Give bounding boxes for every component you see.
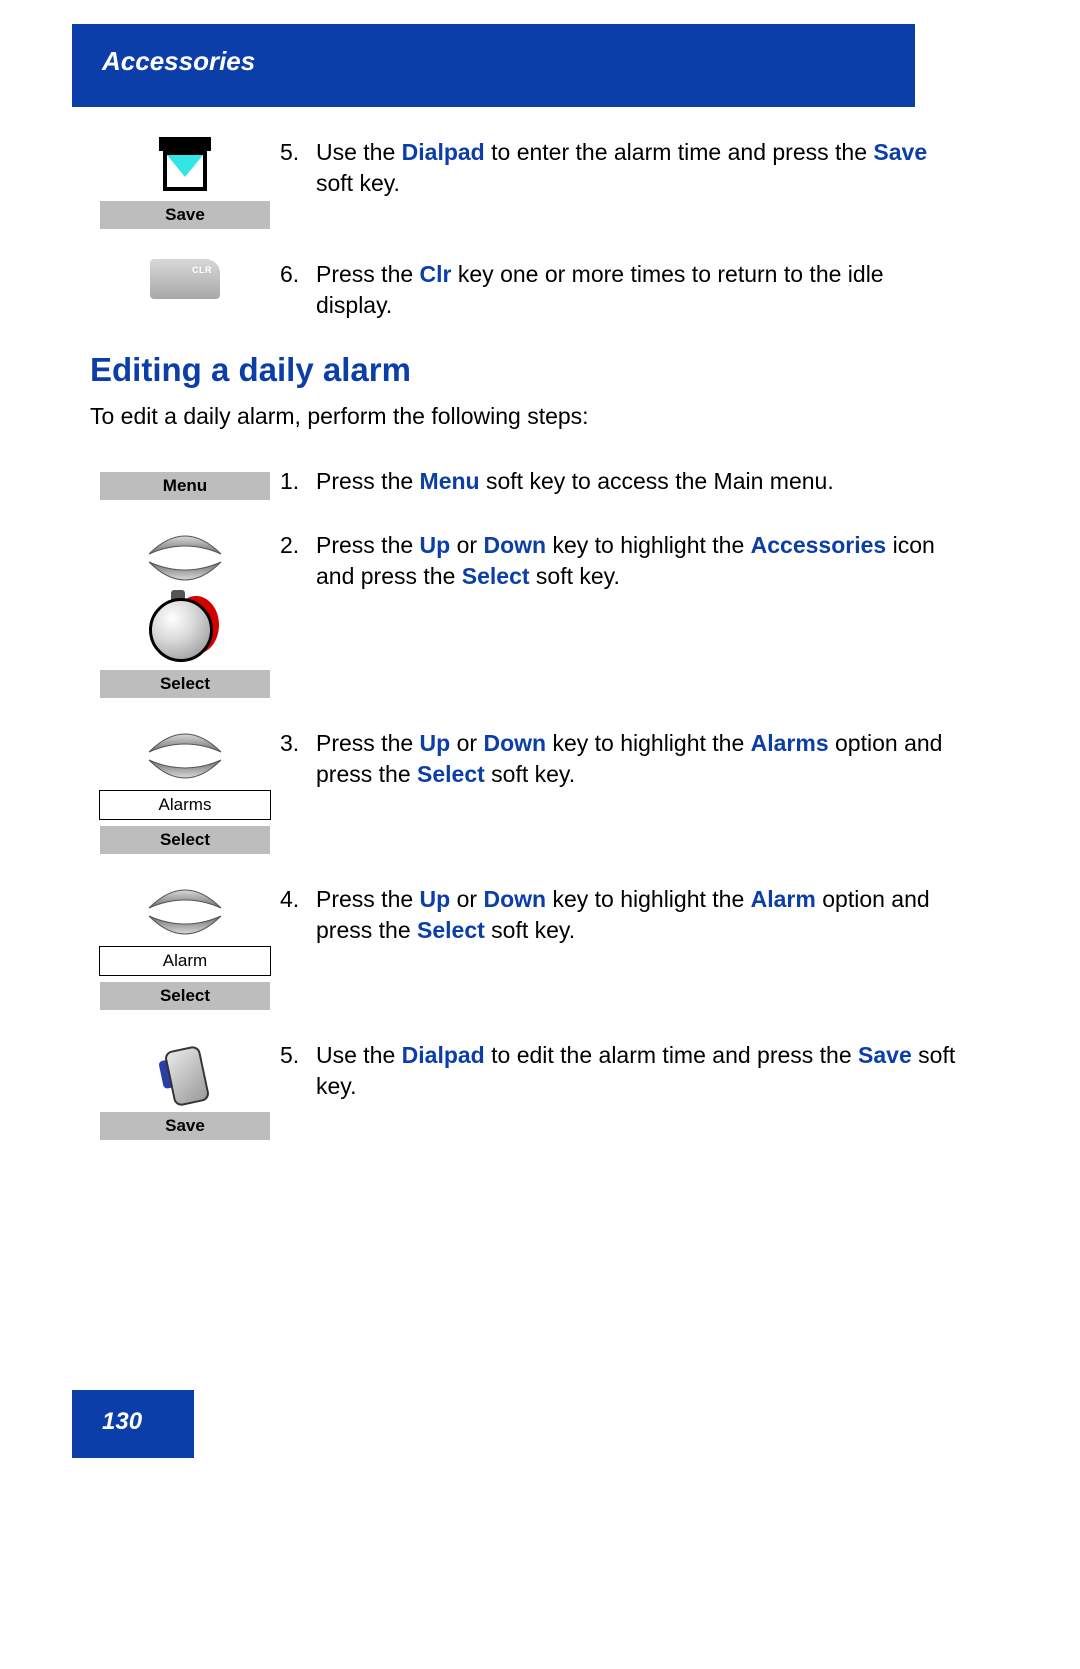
header-title: Accessories [102, 46, 255, 76]
keyword: Alarms [751, 730, 829, 756]
step-number: 3. [280, 728, 316, 759]
keyword: Up [420, 532, 451, 558]
keyword: Select [417, 761, 485, 787]
step-icon-column: Save [90, 137, 280, 229]
softkey-label: Save [100, 1112, 270, 1140]
keyword: Save [858, 1042, 912, 1068]
step-number: 1. [280, 466, 316, 497]
keyword: Up [420, 730, 451, 756]
keyword: Dialpad [402, 1042, 485, 1068]
keyword: Select [462, 563, 530, 589]
clr-key-icon [150, 259, 220, 299]
step-icon-column: Save [90, 1040, 280, 1140]
step-number: 6. [280, 259, 316, 290]
keyword: Accessories [751, 532, 887, 558]
keyword: Down [483, 730, 546, 756]
up-down-nav-icon [140, 728, 230, 784]
step-icon-column: Alarm Select [90, 884, 280, 1010]
step-text: Press the Up or Down key to highlight th… [316, 728, 960, 790]
step-icon-column: Alarms Select [90, 728, 280, 854]
keyword: Up [420, 886, 451, 912]
menu-option-box: Alarm [99, 946, 271, 976]
step-icon-column: Select [90, 530, 280, 698]
alarm-icon [155, 137, 215, 195]
up-down-nav-icon [140, 884, 230, 940]
keyword: Alarm [751, 886, 816, 912]
menu-option-box: Alarms [99, 790, 271, 820]
step-text: Press the Clr key one or more times to r… [316, 259, 960, 321]
instruction-step: 6.Press the Clr key one or more times to… [90, 259, 960, 321]
keyword: Down [483, 532, 546, 558]
step-text: Press the Up or Down key to highlight th… [316, 884, 960, 946]
step-number: 2. [280, 530, 316, 561]
keyword: Select [417, 917, 485, 943]
page-number: 130 [102, 1408, 142, 1435]
instruction-step: Save 5.Use the Dialpad to enter the alarm… [90, 137, 960, 229]
section-title: Editing a daily alarm [90, 351, 960, 389]
instruction-step: Alarms Select 3.Press the Up or Down key t… [90, 728, 960, 854]
section-intro: To edit a daily alarm, perform the follo… [90, 403, 960, 430]
step-number: 5. [280, 1040, 316, 1071]
keyword: Down [483, 886, 546, 912]
step-text: Use the Dialpad to edit the alarm time a… [316, 1040, 960, 1102]
page-header: Accessories [72, 24, 915, 107]
softkey-label: Select [100, 982, 270, 1010]
keyword: Dialpad [402, 139, 485, 165]
up-down-nav-icon [140, 530, 230, 586]
softkey-label: Select [100, 826, 270, 854]
instruction-step: Save 5.Use the Dialpad to edit the alarm … [90, 1040, 960, 1140]
instruction-step: Alarm Select 4.Press the Up or Down key to… [90, 884, 960, 1010]
step-icon-column [90, 259, 280, 299]
instruction-step: Menu 1.Press the Menu soft key to access … [90, 466, 960, 500]
dialpad-icon [157, 1042, 213, 1106]
accessories-icon [145, 590, 225, 664]
softkey-label: Select [100, 670, 270, 698]
softkey-label: Menu [100, 472, 270, 500]
page-content: Save5.Use the Dialpad to enter the alarm… [0, 107, 1080, 1140]
step-number: 4. [280, 884, 316, 915]
keyword: Save [873, 139, 927, 165]
softkey-label: Save [100, 201, 270, 229]
step-text: Press the Menu soft key to access the Ma… [316, 466, 960, 497]
instruction-step: Select 2.Press the Up or Down key to high… [90, 530, 960, 698]
step-text: Press the Up or Down key to highlight th… [316, 530, 960, 592]
step-text: Use the Dialpad to enter the alarm time … [316, 137, 960, 199]
keyword: Menu [420, 468, 480, 494]
page-footer: 130 [72, 1390, 194, 1458]
step-number: 5. [280, 137, 316, 168]
step-icon-column: Menu [90, 466, 280, 500]
keyword: Clr [420, 261, 452, 287]
